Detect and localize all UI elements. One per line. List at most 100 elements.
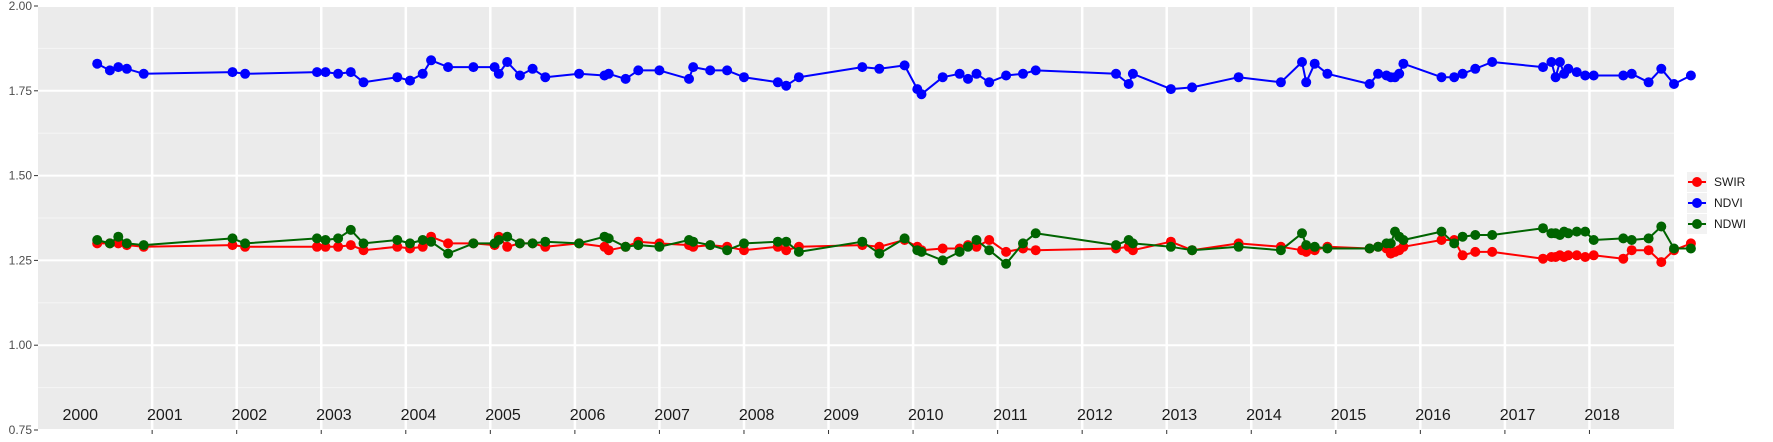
data-point-ndvi xyxy=(1538,62,1548,73)
data-point-ndwi xyxy=(1588,235,1599,245)
data-point-ndvi xyxy=(1656,63,1667,74)
data-point-ndvi xyxy=(138,68,149,79)
data-point-ndvi xyxy=(443,62,454,73)
year-label: 2007 xyxy=(654,407,690,424)
data-point-ndvi xyxy=(1580,70,1591,81)
year-label: 2002 xyxy=(232,407,268,424)
year-labels: 2000 2001 2002 2003 2004 2005 2006 2007 2008 2009… xyxy=(62,407,1620,424)
data-point-ndvi xyxy=(1571,67,1582,78)
data-point-ndwi xyxy=(1563,228,1574,239)
data-point-ndvi xyxy=(514,70,525,81)
data-point-swir xyxy=(1571,250,1582,261)
data-point-ndvi xyxy=(121,63,132,74)
year-label: 2010 xyxy=(908,407,944,424)
year-label: 2014 xyxy=(1246,407,1282,424)
data-point-ndvi xyxy=(1030,65,1041,76)
data-point-ndwi xyxy=(739,238,749,249)
data-point-swir xyxy=(502,241,513,252)
data-point-ndvi xyxy=(540,72,551,83)
data-point-ndvi xyxy=(654,65,665,76)
year-label: 2004 xyxy=(401,407,437,424)
legend-key-point xyxy=(1692,198,1702,208)
data-point-ndwi xyxy=(633,240,644,251)
legend-label-ndwi: NDWI xyxy=(1714,217,1746,231)
data-point-ndvi xyxy=(963,73,973,84)
legend: SWIR NDVI NDWI xyxy=(1687,172,1746,234)
data-point-ndwi xyxy=(1187,245,1198,256)
data-point-ndvi xyxy=(1449,72,1460,83)
data-point-ndvi xyxy=(899,60,910,71)
series-ndwi xyxy=(92,221,1696,269)
data-point-ndvi xyxy=(1618,70,1629,81)
data-point-ndwi xyxy=(1322,243,1333,254)
data-point-ndwi xyxy=(705,240,716,251)
data-point-ndvi xyxy=(1233,72,1244,83)
x-axis xyxy=(151,430,1590,434)
data-point-ndwi xyxy=(781,236,792,247)
data-point-ndwi xyxy=(240,238,251,249)
data-point-ndwi xyxy=(1018,238,1028,249)
data-point-ndvi xyxy=(1018,68,1028,79)
data-point-ndwi xyxy=(574,238,585,249)
data-point-ndwi xyxy=(1165,241,1176,252)
year-label: 2000 xyxy=(62,407,98,424)
data-point-ndwi xyxy=(1538,223,1548,234)
data-point-swir xyxy=(1538,253,1548,264)
data-point-ndwi xyxy=(540,236,551,247)
data-point-ndwi xyxy=(426,236,437,247)
data-point-ndvi xyxy=(345,67,356,78)
data-point-ndvi xyxy=(426,55,437,66)
year-label: 2005 xyxy=(485,407,521,424)
data-point-ndwi xyxy=(963,241,973,252)
data-point-ndvi xyxy=(1554,57,1565,67)
data-point-ndwi xyxy=(722,245,733,256)
data-point-swir xyxy=(312,241,322,252)
data-point-ndwi xyxy=(527,238,538,249)
data-point-ndvi xyxy=(1588,70,1599,81)
data-point-ndvi xyxy=(971,68,982,79)
data-point-swir xyxy=(1618,253,1629,264)
data-point-ndvi xyxy=(1275,77,1286,88)
y-tick-label: 1.00 xyxy=(9,338,33,352)
data-point-ndwi xyxy=(1580,226,1591,237)
data-point-ndwi xyxy=(113,231,124,242)
data-point-ndvi xyxy=(227,67,238,78)
data-point-ndwi xyxy=(92,235,103,245)
data-point-swir xyxy=(1030,245,1041,256)
data-point-ndvi xyxy=(1394,68,1405,79)
data-point-ndvi xyxy=(722,65,733,76)
data-point-ndwi xyxy=(443,248,454,259)
data-point-ndvi xyxy=(320,67,331,78)
data-point-ndwi xyxy=(1626,235,1637,245)
data-point-ndvi xyxy=(739,72,749,83)
data-point-ndvi xyxy=(603,68,614,79)
minor-gridlines xyxy=(38,47,1674,389)
data-point-ndvi xyxy=(1127,68,1138,79)
data-point-ndvi xyxy=(358,77,369,88)
data-point-ndwi xyxy=(1111,240,1121,251)
y-tick-label: 2.00 xyxy=(9,0,33,13)
data-point-ndvi xyxy=(1301,77,1312,88)
data-point-ndvi xyxy=(1123,79,1134,89)
data-point-ndvi xyxy=(392,72,403,83)
data-point-ndvi xyxy=(1364,79,1375,89)
data-point-ndvi xyxy=(1685,70,1696,81)
legend-key-point xyxy=(1692,177,1702,187)
data-point-ndvi xyxy=(688,62,699,73)
data-point-ndwi xyxy=(984,245,995,256)
data-point-ndwi xyxy=(1297,228,1307,239)
y-tick-label: 1.50 xyxy=(9,169,33,183)
year-label: 2013 xyxy=(1162,407,1198,424)
data-point-ndvi xyxy=(1001,70,1012,81)
series-layer xyxy=(92,55,1696,269)
data-point-swir xyxy=(1457,250,1468,261)
data-point-ndwi xyxy=(320,235,331,245)
data-point-swir xyxy=(781,245,792,256)
data-point-swir xyxy=(1588,250,1599,261)
data-point-ndwi xyxy=(1385,238,1396,249)
series-ndvi xyxy=(92,55,1696,100)
y-tick-label: 1.25 xyxy=(9,253,33,267)
data-point-ndwi xyxy=(954,246,965,257)
data-point-ndwi xyxy=(227,233,238,244)
data-point-ndvi xyxy=(333,68,344,79)
